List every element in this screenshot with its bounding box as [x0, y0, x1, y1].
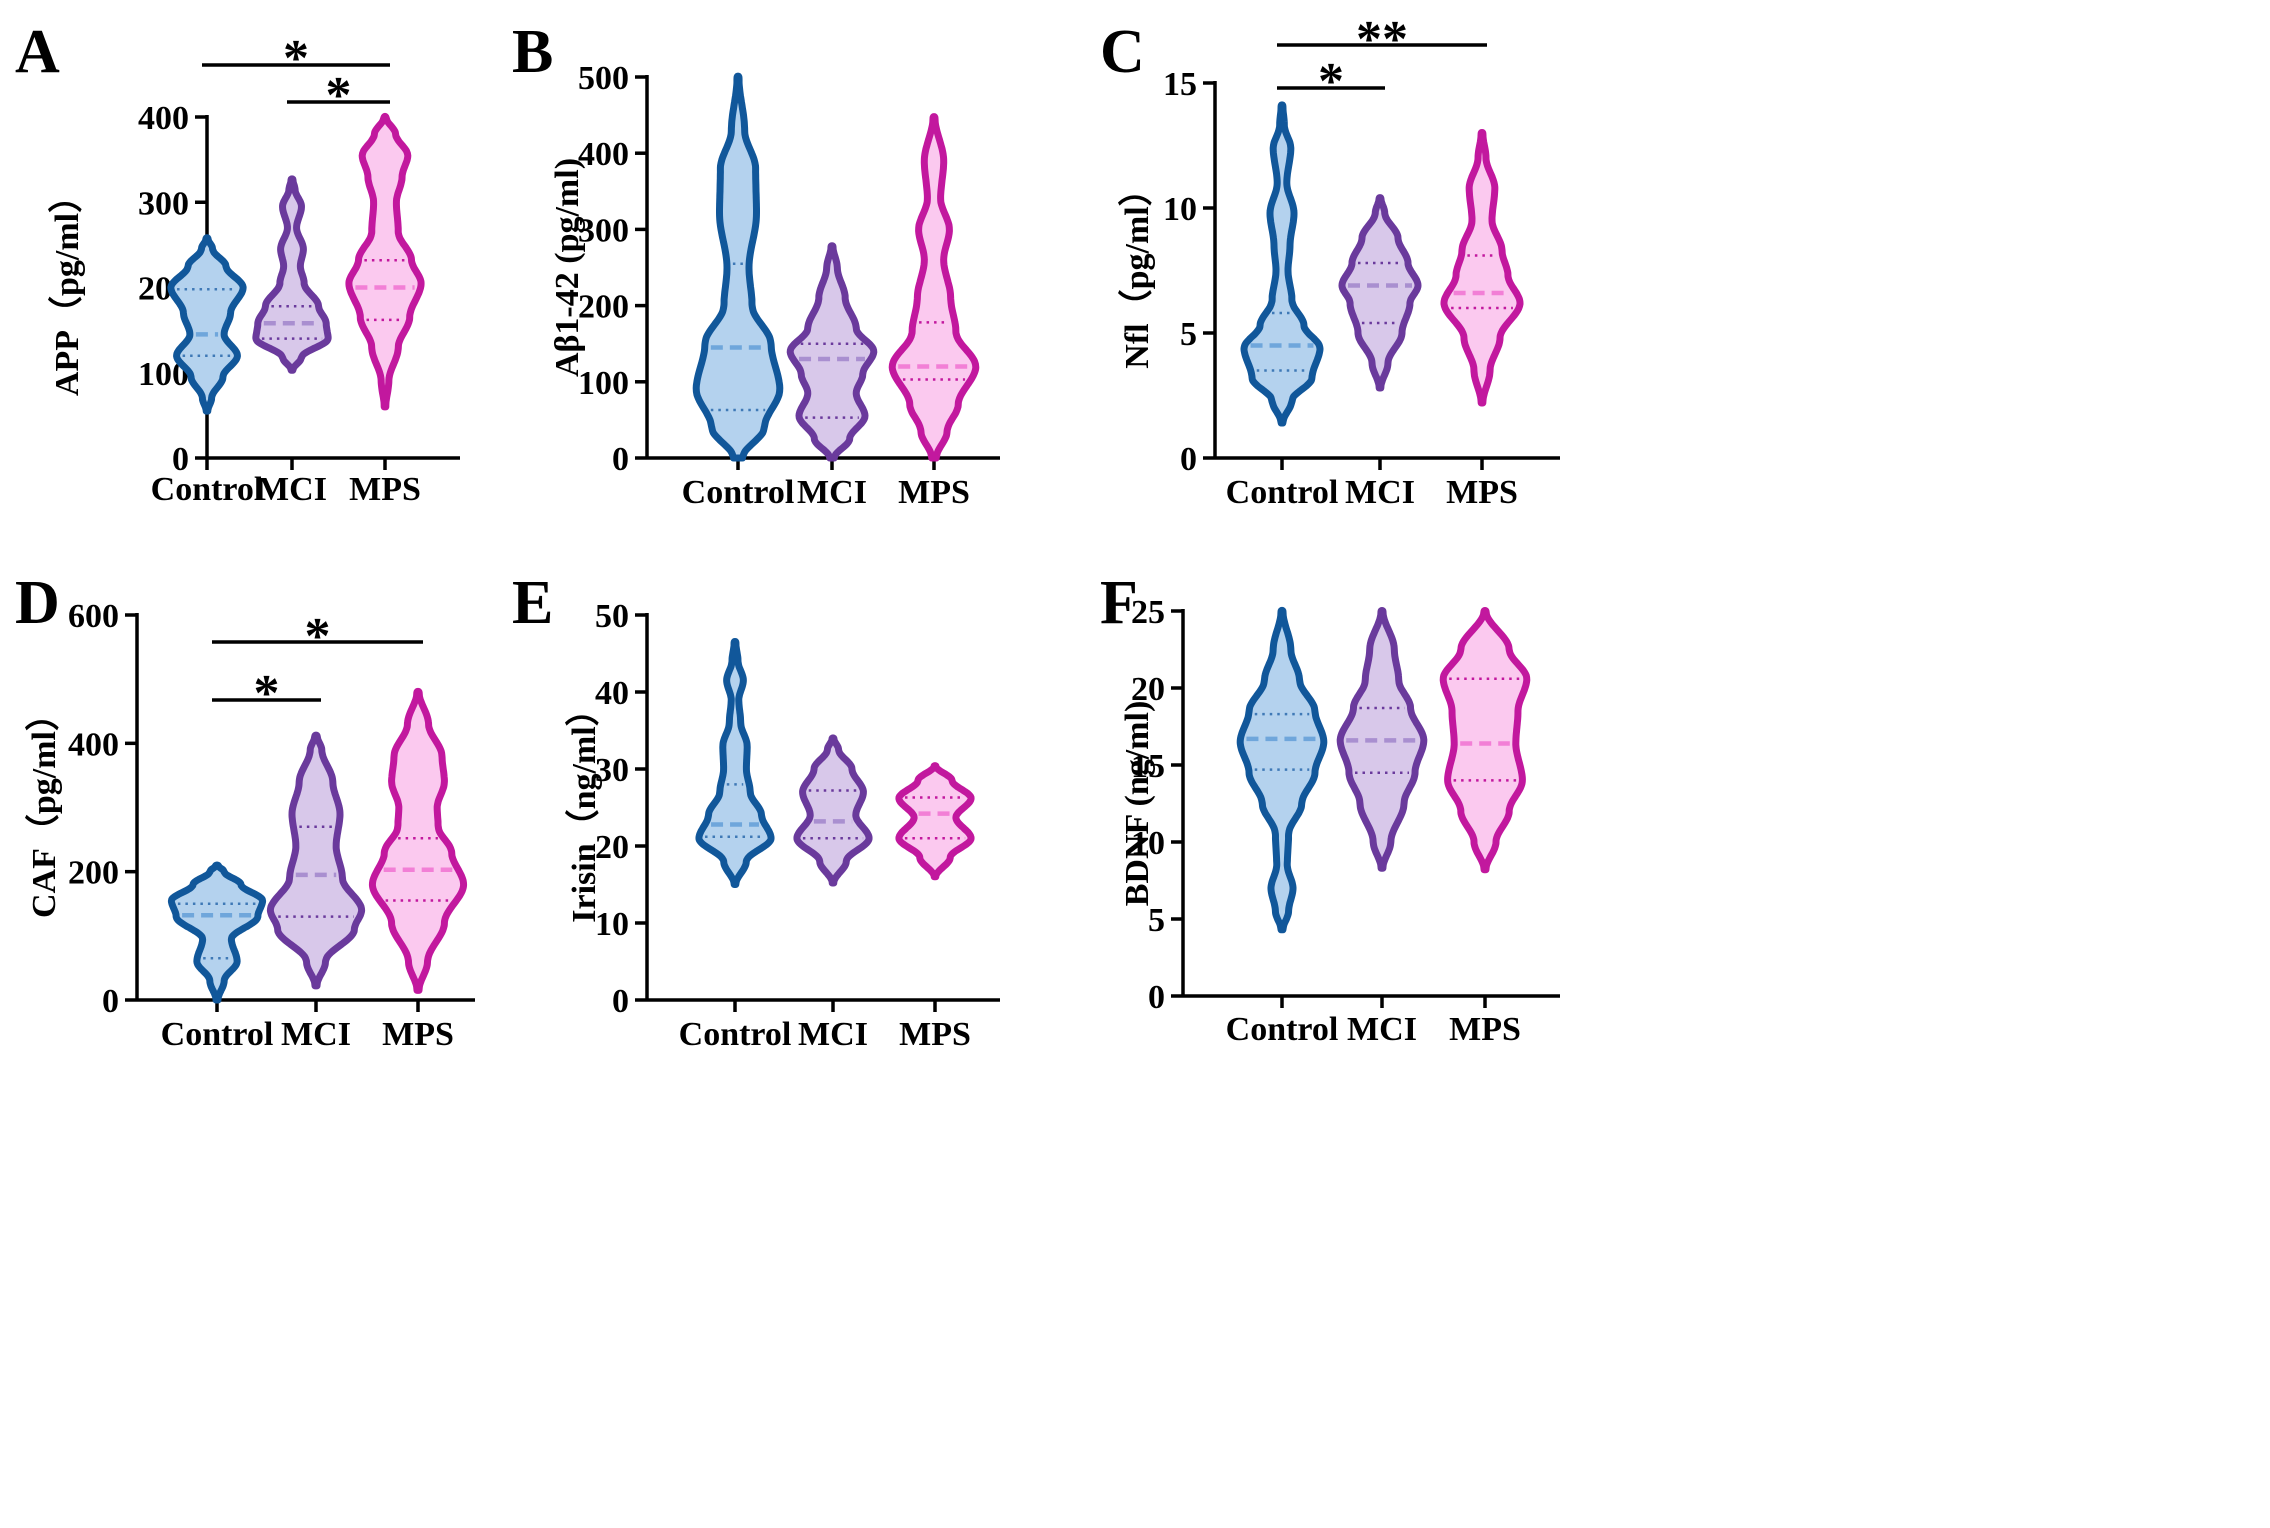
y-tick-label: 10 [595, 906, 629, 943]
y-tick-label: 300 [578, 212, 629, 249]
y-axis-label: APP（pg/ml） [47, 179, 86, 396]
y-tick-label: 0 [172, 441, 189, 478]
y-tick-label: 0 [612, 441, 629, 478]
panel-letter: F [1100, 569, 1138, 637]
y-tick-label: 0 [612, 983, 629, 1020]
violin-mps [368, 687, 468, 994]
y-tick-label: 500 [578, 60, 629, 97]
y-tick-label: 50 [595, 598, 629, 635]
panel-letter: D [15, 569, 60, 637]
y-axis-label: Aβ1-42 (pg/ml) [549, 158, 586, 377]
y-tick-label: 30 [595, 752, 629, 789]
x-tick-label: Control [151, 471, 264, 508]
panel-letter: A [15, 18, 60, 86]
significance-label: * [283, 30, 309, 87]
x-tick-label: Control [679, 1016, 792, 1053]
y-tick-label: 15 [1131, 748, 1165, 785]
significance-label: * [1318, 53, 1344, 110]
significance-label: * [326, 67, 352, 124]
y-axis-label: BDNF (ng/ml) [1119, 701, 1156, 907]
x-tick-label: MPS [382, 1016, 454, 1053]
violin-mps [345, 112, 425, 411]
violin-mps [1440, 129, 1524, 407]
x-tick-label: MPS [349, 471, 421, 508]
y-tick-label: 600 [68, 598, 119, 635]
violin-mps [895, 762, 975, 881]
x-tick-label: MCI [257, 471, 327, 508]
y-tick-label: 40 [595, 675, 629, 712]
violin-mci [786, 242, 878, 462]
y-axis-label: Irisin（ng/ml） [564, 692, 603, 922]
violin-mci [1338, 194, 1422, 392]
x-tick-label: MCI [1347, 1011, 1417, 1048]
y-tick-label: 400 [138, 100, 189, 137]
y-tick-label: 200 [578, 289, 629, 326]
panel-e: E Irisin（ng/ml） 0 10 20 30 40 50 Control MCI MPS [512, 569, 1000, 1053]
y-tick-label: 200 [68, 855, 119, 892]
significance-label: * [254, 665, 280, 722]
y-axis-label: CAF（pg/ml） [24, 697, 63, 918]
y-axis-label: Nfl（pg/ml） [1117, 172, 1156, 368]
violin-mps [888, 113, 980, 462]
panel-letter: B [512, 18, 553, 86]
y-tick-label: 5 [1148, 902, 1165, 939]
y-tick-label: 15 [1163, 66, 1197, 103]
y-tick-label: 5 [1180, 316, 1197, 353]
violin-control [167, 861, 267, 1004]
panel-letter: C [1100, 18, 1145, 86]
y-tick-label: 400 [578, 136, 629, 173]
x-tick-label: MCI [798, 1016, 868, 1053]
x-tick-label: MCI [281, 1016, 351, 1053]
x-tick-label: Control [1226, 1011, 1339, 1048]
x-tick-label: MPS [1446, 474, 1518, 511]
y-tick-label: 400 [68, 726, 119, 763]
violin-control [1240, 101, 1324, 427]
violin-mps [1439, 607, 1531, 874]
x-tick-label: Control [1226, 474, 1339, 511]
y-tick-label: 25 [1131, 594, 1165, 631]
x-tick-label: MPS [1449, 1011, 1521, 1048]
violin-control [692, 72, 784, 462]
x-tick-label: Control [161, 1016, 274, 1053]
significance-label: * [305, 608, 331, 665]
y-tick-label: 10 [1163, 191, 1197, 228]
y-tick-label: 100 [578, 365, 629, 402]
x-tick-label: Control [682, 474, 795, 511]
y-tick-label: 0 [1180, 441, 1197, 478]
panel-c: C Nfl（pg/ml） 0 5 10 15 Control MCI MPS *** [1100, 11, 1560, 511]
violin-control [167, 234, 247, 415]
x-tick-label: MCI [797, 474, 867, 511]
significance-label: ** [1356, 11, 1408, 68]
y-tick-label: 20 [595, 829, 629, 866]
panel-d: D CAF（pg/ml） 0 200 400 600 Control MCI MPS * * [15, 569, 475, 1053]
violin-mci [1336, 607, 1428, 872]
violin-mci [266, 731, 366, 990]
violin-control [1236, 606, 1328, 934]
y-tick-label: 0 [1148, 979, 1165, 1016]
y-tick-label: 0 [102, 983, 119, 1020]
panel-f: F BDNF (ng/ml) 0 5 10 15 20 25 Control MCI MPS [1100, 569, 1560, 1048]
violin-mci [793, 734, 873, 887]
panel-b: B Aβ1-42 (pg/ml) 0 100 200 300 400 500 Control MC… [512, 18, 1000, 511]
x-tick-label: MPS [898, 474, 970, 511]
panel-letter: E [512, 569, 553, 637]
y-tick-label: 10 [1131, 825, 1165, 862]
y-tick-label: 300 [138, 185, 189, 222]
violin-mci [252, 175, 332, 374]
violin-control [695, 638, 775, 888]
x-tick-label: MCI [1345, 474, 1415, 511]
y-tick-label: 20 [1131, 671, 1165, 708]
x-tick-label: MPS [899, 1016, 971, 1053]
